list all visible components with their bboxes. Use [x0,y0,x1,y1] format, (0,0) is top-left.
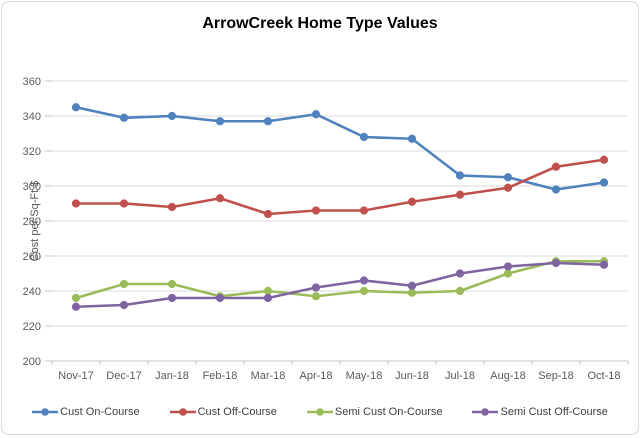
legend-marker-dot [41,408,49,416]
y-tick-label: 300 [23,181,41,193]
series-cust-off-course-point-Jul-18 [455,190,465,199]
series-cust-on-course-point-Oct-18 [599,178,609,187]
y-tick-label: 280 [23,216,41,228]
series-cust-on-course-point-Dec-17 [119,113,129,122]
x-tick-label: Jan-18 [155,370,189,382]
y-tick-label: 220 [23,321,41,333]
legend-item-cust-off-course: Cust Off-Course [169,406,277,418]
series-cust-on-course-point-Jul-18 [455,171,465,180]
y-axis-title: Cost per Sq-Ft $ [29,181,41,262]
legend-item-cust-on-course: Cust On-Course [32,406,140,418]
x-tick-label: Apr-18 [299,370,332,382]
series-cust-on-course-point-Aug-18 [503,173,513,182]
series-semi-cust-off-course-point-Nov-17 [71,302,81,311]
series-cust-off-course-point-Apr-18 [311,206,321,215]
legend-marker-dot [481,408,490,416]
chart-title: ArrowCreek Home Type Values [202,15,438,32]
x-tick-label: Nov-17 [58,370,93,382]
y-tick-label: 260 [23,251,41,263]
series-semi-cust-on-course-point-Aug-18 [503,269,513,278]
series-semi-cust-on-course-point-Jan-18 [167,279,177,289]
x-tick-label: Sep-18 [538,370,573,382]
x-tick-label: Jul-18 [445,370,475,382]
series-cust-off-course-point-Oct-18 [599,155,609,164]
y-tick-label: 240 [23,286,41,298]
series-cust-off-course-point-Mar-18 [263,209,273,219]
x-tick-label: Oct-18 [587,370,620,382]
series-semi-cust-off-course-point-Jan-18 [167,293,177,303]
series-semi-cust-off-course-point-May-18 [359,276,369,285]
x-tick-label: Jun-18 [395,370,429,382]
series-semi-cust-off-course-point-Jun-18 [407,281,417,290]
legend-line-marker-icon [169,408,196,416]
legend-marker-dot [316,408,324,416]
series-cust-off-course-point-May-18 [359,206,369,215]
series-cust-off-course-point-Sep-18 [551,162,561,171]
series-cust-off-course-point-Dec-17 [119,199,129,208]
x-tick-label: Aug-18 [490,370,525,382]
series-semi-cust-off-course-point-Apr-18 [311,283,321,292]
x-tick-label: Dec-17 [106,370,141,382]
series-semi-cust-off-course-point-Aug-18 [503,262,513,271]
legend-line-marker-icon [306,408,333,416]
legend-line-marker-icon [32,408,59,416]
legend-item-semi-cust-off-course: Semi Cust Off-Course [472,406,608,418]
series-semi-cust-on-course-point-Jun-18 [407,288,417,297]
series-cust-on-course-point-Jan-18 [167,111,177,121]
y-tick-label: 200 [23,356,41,368]
series-semi-cust-on-course-point-Mar-18 [263,286,273,296]
series-cust-on-course-point-Apr-18 [311,110,321,119]
legend-item-semi-cust-on-course: Semi Cust On-Course [306,406,443,418]
legend-line-marker-icon [472,408,499,416]
series-cust-on-course-line [74,105,606,191]
series-cust-off-course-point-Jan-18 [167,202,177,212]
series-cust-off-course-point-Nov-17 [71,199,81,208]
chart-legend: Cust On-Course Cust Off-Course Semi Cust O… [2,403,638,421]
legend-label: Cust Off-Course [197,406,277,418]
series-semi-cust-on-course-point-Apr-18 [311,292,321,301]
series-cust-off-course-line [74,158,606,216]
series-cust-on-course-point-Nov-17 [71,103,81,112]
series-cust-on-course-point-Mar-18 [263,117,273,126]
series-cust-on-course-point-May-18 [359,132,369,142]
legend-label: Cust On-Course [60,406,140,418]
series-semi-cust-off-course-point-Oct-18 [599,260,609,269]
series-semi-cust-off-course-point-Feb-18 [215,293,225,303]
series-cust-on-course-point-Feb-18 [215,117,225,126]
series-semi-cust-off-course-line [74,261,606,309]
series-cust-on-course-point-Sep-18 [551,185,561,194]
legend-marker-dot [178,408,187,416]
series-cust-off-course-point-Feb-18 [215,194,225,203]
series-cust-off-course-point-Jun-18 [407,197,417,206]
series-semi-cust-off-course-point-Sep-18 [551,258,561,268]
series-semi-cust-on-course-line [74,259,606,300]
series-semi-cust-on-course-point-Jul-18 [455,286,465,296]
series-semi-cust-on-course-point-May-18 [359,286,369,296]
series-semi-cust-off-course-point-Dec-17 [119,300,129,310]
series-semi-cust-on-course-point-Dec-17 [119,279,129,289]
series-semi-cust-off-course-point-Mar-18 [263,293,273,303]
series-cust-off-course-point-Aug-18 [503,183,513,192]
y-tick-label: 320 [23,146,41,158]
x-tick-label: Feb-18 [203,370,238,382]
legend-label: Semi Cust On-Course [334,406,443,418]
series-cust-on-course-point-Jun-18 [407,134,417,143]
x-tick-label: Mar-18 [251,370,286,382]
y-tick-label: 360 [23,76,41,88]
series-semi-cust-on-course-point-Nov-17 [71,293,81,303]
y-tick-label: 340 [23,111,41,123]
series-semi-cust-off-course-point-Jul-18 [455,269,465,278]
legend-label: Semi Cust Off-Course [500,406,608,418]
x-tick-label: May-18 [346,370,383,382]
